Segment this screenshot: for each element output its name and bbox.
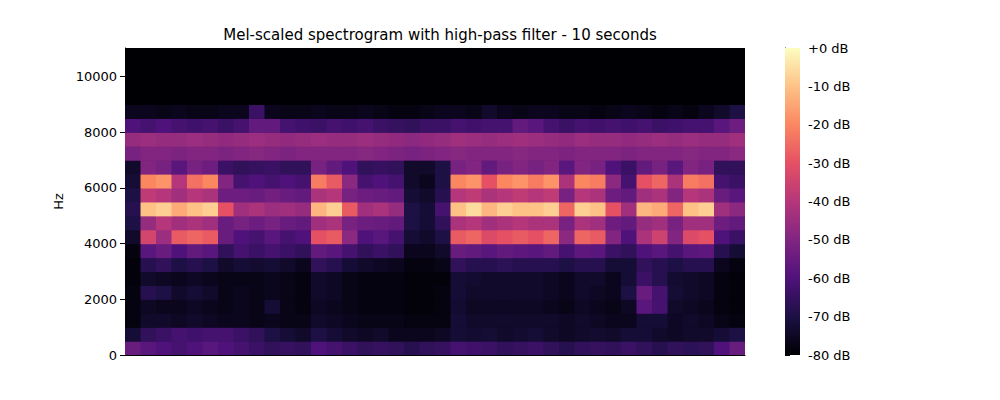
svg-text:6000: 6000 — [84, 180, 117, 195]
svg-text:-50 dB: -50 dB — [808, 232, 851, 247]
svg-text:-40 dB: -40 dB — [808, 194, 851, 209]
svg-text:-30 dB: -30 dB — [808, 156, 851, 171]
svg-text:10000: 10000 — [76, 69, 117, 84]
svg-text:0: 0 — [109, 348, 117, 363]
svg-text:+0 dB: +0 dB — [808, 41, 848, 56]
svg-text:-20 dB: -20 dB — [808, 117, 851, 132]
svg-text:-80 dB: -80 dB — [808, 348, 851, 363]
svg-text:Hz: Hz — [51, 193, 66, 210]
svg-text:2000: 2000 — [84, 292, 117, 307]
svg-text:8000: 8000 — [84, 125, 117, 140]
svg-text:Mel-scaled spectrogram with hi: Mel-scaled spectrogram with high-pass fi… — [223, 26, 657, 44]
svg-text:4000: 4000 — [84, 236, 117, 251]
svg-text:-10 dB: -10 dB — [808, 79, 851, 94]
svg-text:-60 dB: -60 dB — [808, 271, 851, 286]
svg-text:-70 dB: -70 dB — [808, 309, 851, 324]
